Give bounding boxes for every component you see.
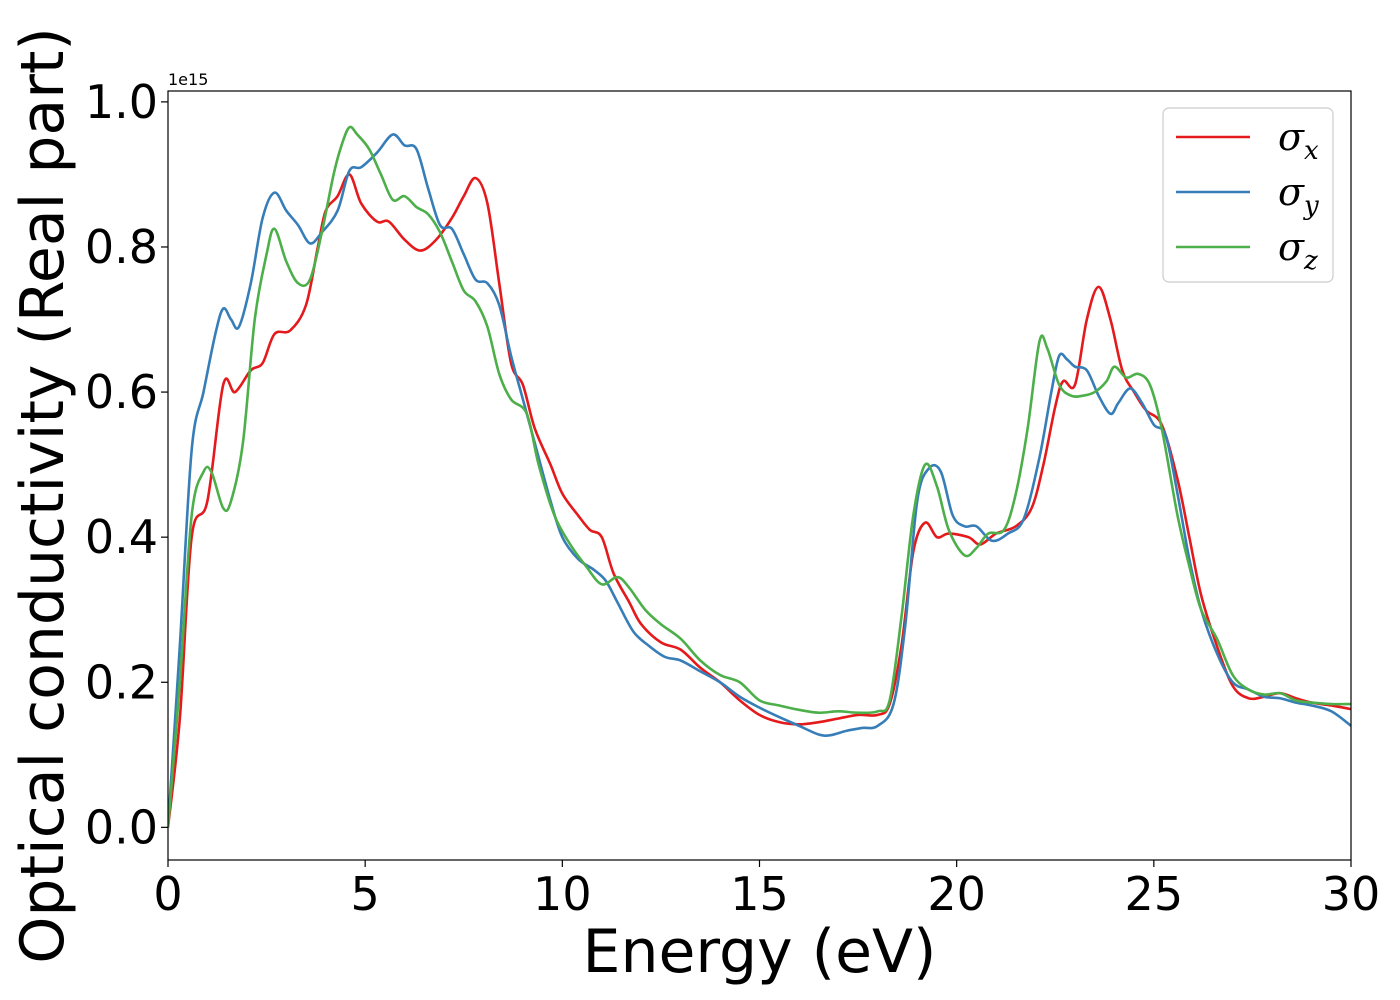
series-line-sigma-z xyxy=(168,125,1351,828)
y-offset-label: 1e15 xyxy=(168,70,208,89)
series-layer xyxy=(168,125,1351,828)
x-tick-label: 25 xyxy=(1125,867,1184,921)
ticks-layer: 0 5 10 15 20 25 30 0.0 0.2 0.4 0.6 0.8 1.0 xyxy=(85,75,1380,921)
x-tick-label: 15 xyxy=(730,867,789,921)
x-tick-label: 30 xyxy=(1322,867,1381,921)
x-tick-label: 20 xyxy=(927,867,986,921)
series-line-sigma-y xyxy=(168,133,1351,828)
legend-box xyxy=(1162,107,1334,283)
x-tick-label: 0 xyxy=(153,867,182,921)
y-tick-label: 1.0 xyxy=(85,75,158,129)
x-axis-title: Energy (eV) xyxy=(583,917,937,987)
legend-label-sigma-y: σy xyxy=(1278,170,1319,221)
x-tick-label: 5 xyxy=(351,867,380,921)
y-tick-label: 0.0 xyxy=(85,800,158,854)
y-tick-label: 0.2 xyxy=(85,655,158,709)
legend-label-sigma-z: σz xyxy=(1278,225,1318,276)
y-tick-label: 0.8 xyxy=(85,220,158,274)
x-tick-label: 10 xyxy=(533,867,592,921)
y-axis-title: Optical conductivity (Real part) xyxy=(8,27,78,964)
y-tick-label: 0.4 xyxy=(85,510,158,564)
y-tick-label: 0.6 xyxy=(85,365,158,419)
legend-label-sigma-x: σx xyxy=(1278,115,1319,166)
